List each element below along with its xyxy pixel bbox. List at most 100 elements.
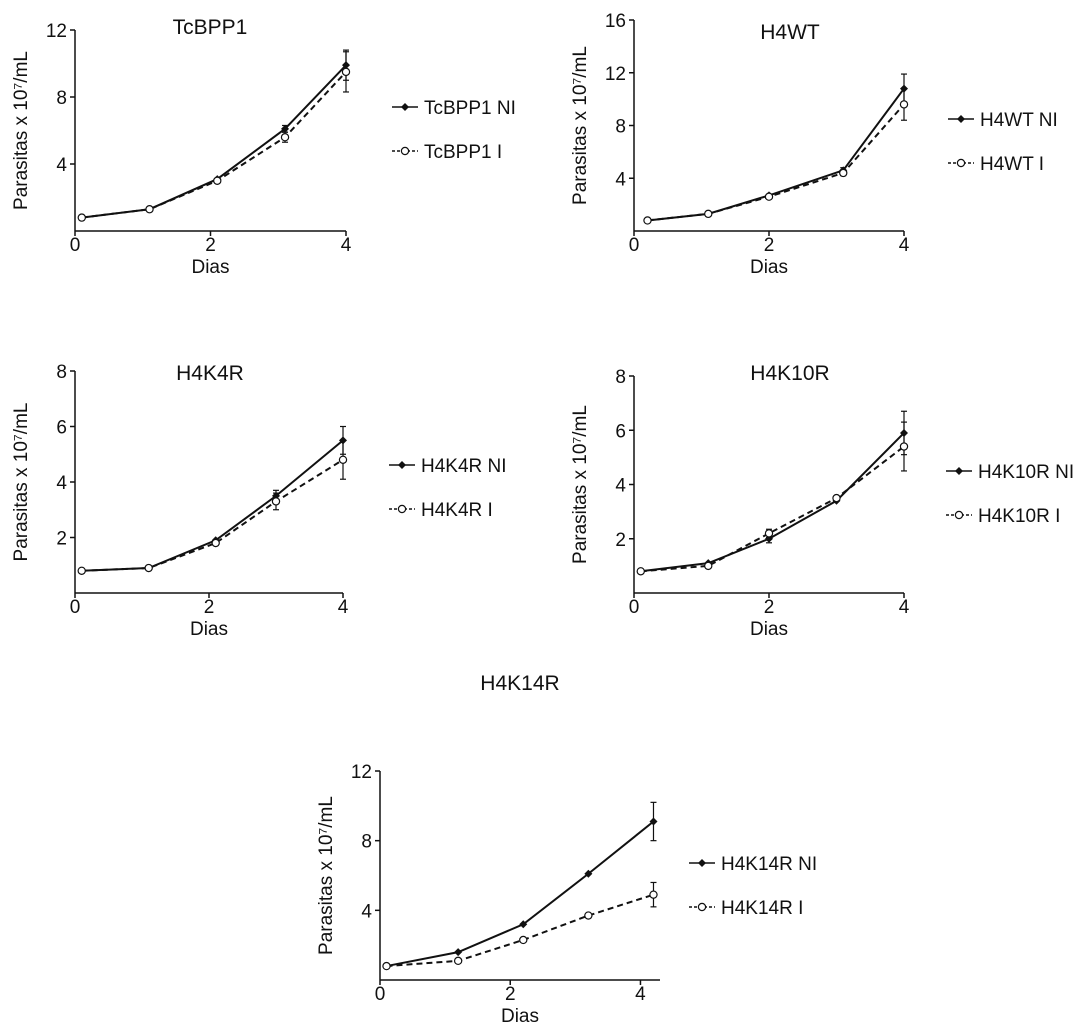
legend-label: H4K4R I — [421, 500, 493, 521]
x-tick-label: 0 — [70, 597, 81, 618]
y-tick-label: 8 — [361, 832, 372, 853]
x-tick-label: 4 — [338, 597, 349, 618]
y-axis-label: Parasitas x 10⁷/mL — [570, 405, 591, 564]
x-tick-label: 4 — [899, 235, 910, 256]
x-axis-label: Dias — [191, 257, 229, 278]
data-point — [454, 948, 463, 957]
data-point — [584, 911, 593, 920]
y-tick-label: 8 — [56, 362, 67, 383]
data-point — [453, 956, 463, 966]
x-tick-label: 4 — [341, 235, 352, 256]
data-point — [519, 935, 528, 945]
y-tick-label: 4 — [615, 476, 626, 497]
x-tick-label: 0 — [629, 597, 640, 618]
data-point — [271, 497, 281, 506]
x-tick-label: 4 — [899, 597, 910, 618]
y-tick-label: 4 — [56, 155, 67, 176]
y-tick-label: 12 — [46, 21, 67, 42]
data-point — [636, 567, 645, 576]
chart-title: H4K10R — [750, 362, 829, 385]
y-tick-label: 8 — [615, 367, 626, 388]
data-point — [213, 176, 222, 185]
chart-title: H4K14R — [480, 672, 559, 695]
data-point — [704, 209, 713, 219]
legend-marker — [957, 115, 965, 123]
x-tick-label: 2 — [764, 235, 775, 256]
data-point — [584, 869, 593, 878]
x-tick-label: 0 — [70, 235, 81, 256]
series-line-1 — [81, 64, 347, 219]
chart-title: TcBPP1 — [173, 16, 248, 39]
data-point — [899, 442, 909, 451]
data-point — [764, 529, 774, 538]
legend-label: H4WT NI — [980, 110, 1058, 131]
x-axis-label: Dias — [750, 257, 788, 278]
x-tick-label: 0 — [375, 984, 386, 1005]
legend-marker — [954, 510, 964, 520]
chart-title: H4K4R — [176, 362, 244, 385]
y-tick-label: 8 — [56, 88, 67, 109]
series-line-1 — [647, 87, 905, 222]
series-line-1 — [386, 820, 655, 968]
data-point — [145, 205, 154, 214]
legend-marker — [697, 902, 707, 912]
data-point — [77, 566, 86, 576]
series-line-1 — [81, 439, 344, 572]
y-tick-label: 4 — [361, 901, 372, 922]
legend-marker — [698, 859, 706, 867]
x-tick-label: 0 — [629, 235, 640, 256]
data-point — [280, 132, 290, 142]
chart-panel-1: 4 8 12 0 2 4 TcBPP1 Dias Parasitas x 10⁷/mL TcBPP… — [11, 16, 516, 278]
data-point — [899, 100, 909, 109]
x-tick-label: 4 — [635, 984, 646, 1005]
series-line-1 — [640, 432, 905, 573]
y-tick-label: 12 — [351, 762, 372, 783]
data-point — [643, 216, 652, 225]
legend-label: H4WT I — [980, 154, 1044, 175]
y-axis-label: Parasitas x 10⁷/mL — [11, 403, 32, 562]
data-point — [281, 124, 290, 133]
y-tick-label: 6 — [56, 418, 67, 439]
y-tick-label: 12 — [605, 64, 626, 85]
legend-marker — [397, 504, 407, 514]
series-line-2 — [386, 893, 654, 968]
data-point — [839, 168, 848, 178]
legend-marker — [956, 158, 966, 168]
legend-label: H4K14R NI — [721, 854, 817, 875]
y-axis-label: Parasitas x 10⁷/mL — [316, 796, 337, 955]
y-tick-label: 8 — [615, 117, 626, 138]
data-point — [144, 563, 153, 573]
legend-label: TcBPP1 NI — [424, 98, 516, 119]
y-axis-label: Parasitas x 10⁷/mL — [11, 51, 32, 210]
legend-label: H4K14R I — [721, 898, 803, 919]
legend-label: H4K10R NI — [978, 462, 1074, 483]
data-point — [382, 961, 391, 971]
x-axis-label: Dias — [501, 1006, 539, 1027]
chart-panel-5: 4 8 12 0 2 4 H4K14R Dias Parasitas x 10⁷/mL H4K14… — [316, 672, 817, 1027]
legend-marker — [400, 146, 410, 156]
y-tick-label: 4 — [615, 169, 626, 190]
data-point — [77, 213, 86, 222]
data-point — [649, 890, 658, 899]
data-point — [211, 538, 220, 548]
legend-label: H4K4R NI — [421, 456, 507, 477]
y-tick-label: 4 — [56, 473, 67, 494]
legend-marker — [401, 103, 409, 111]
series-line-2 — [81, 71, 347, 219]
y-tick-label: 2 — [56, 529, 67, 550]
data-point — [764, 192, 774, 201]
x-tick-label: 2 — [204, 597, 215, 618]
x-tick-label: 2 — [505, 984, 516, 1005]
chart-title: H4WT — [760, 21, 820, 44]
series-line-2 — [81, 458, 344, 572]
y-axis-label: Parasitas x 10⁷/mL — [570, 46, 591, 205]
chart-panel-4: 2 4 6 8 0 2 4 H4K10R Dias Parasitas x 10⁷/mL H4K10… — [570, 362, 1074, 640]
x-axis-label: Dias — [750, 619, 788, 640]
x-axis-label: Dias — [190, 619, 228, 640]
legend-label: H4K10R I — [978, 506, 1060, 527]
chart-panel-2: 4 8 12 16 0 2 4 H4WT Dias Parasitas x 10⁷/mL H4WT … — [570, 11, 1058, 278]
series-line-2 — [640, 445, 905, 573]
legend-label: TcBPP1 I — [424, 142, 502, 163]
